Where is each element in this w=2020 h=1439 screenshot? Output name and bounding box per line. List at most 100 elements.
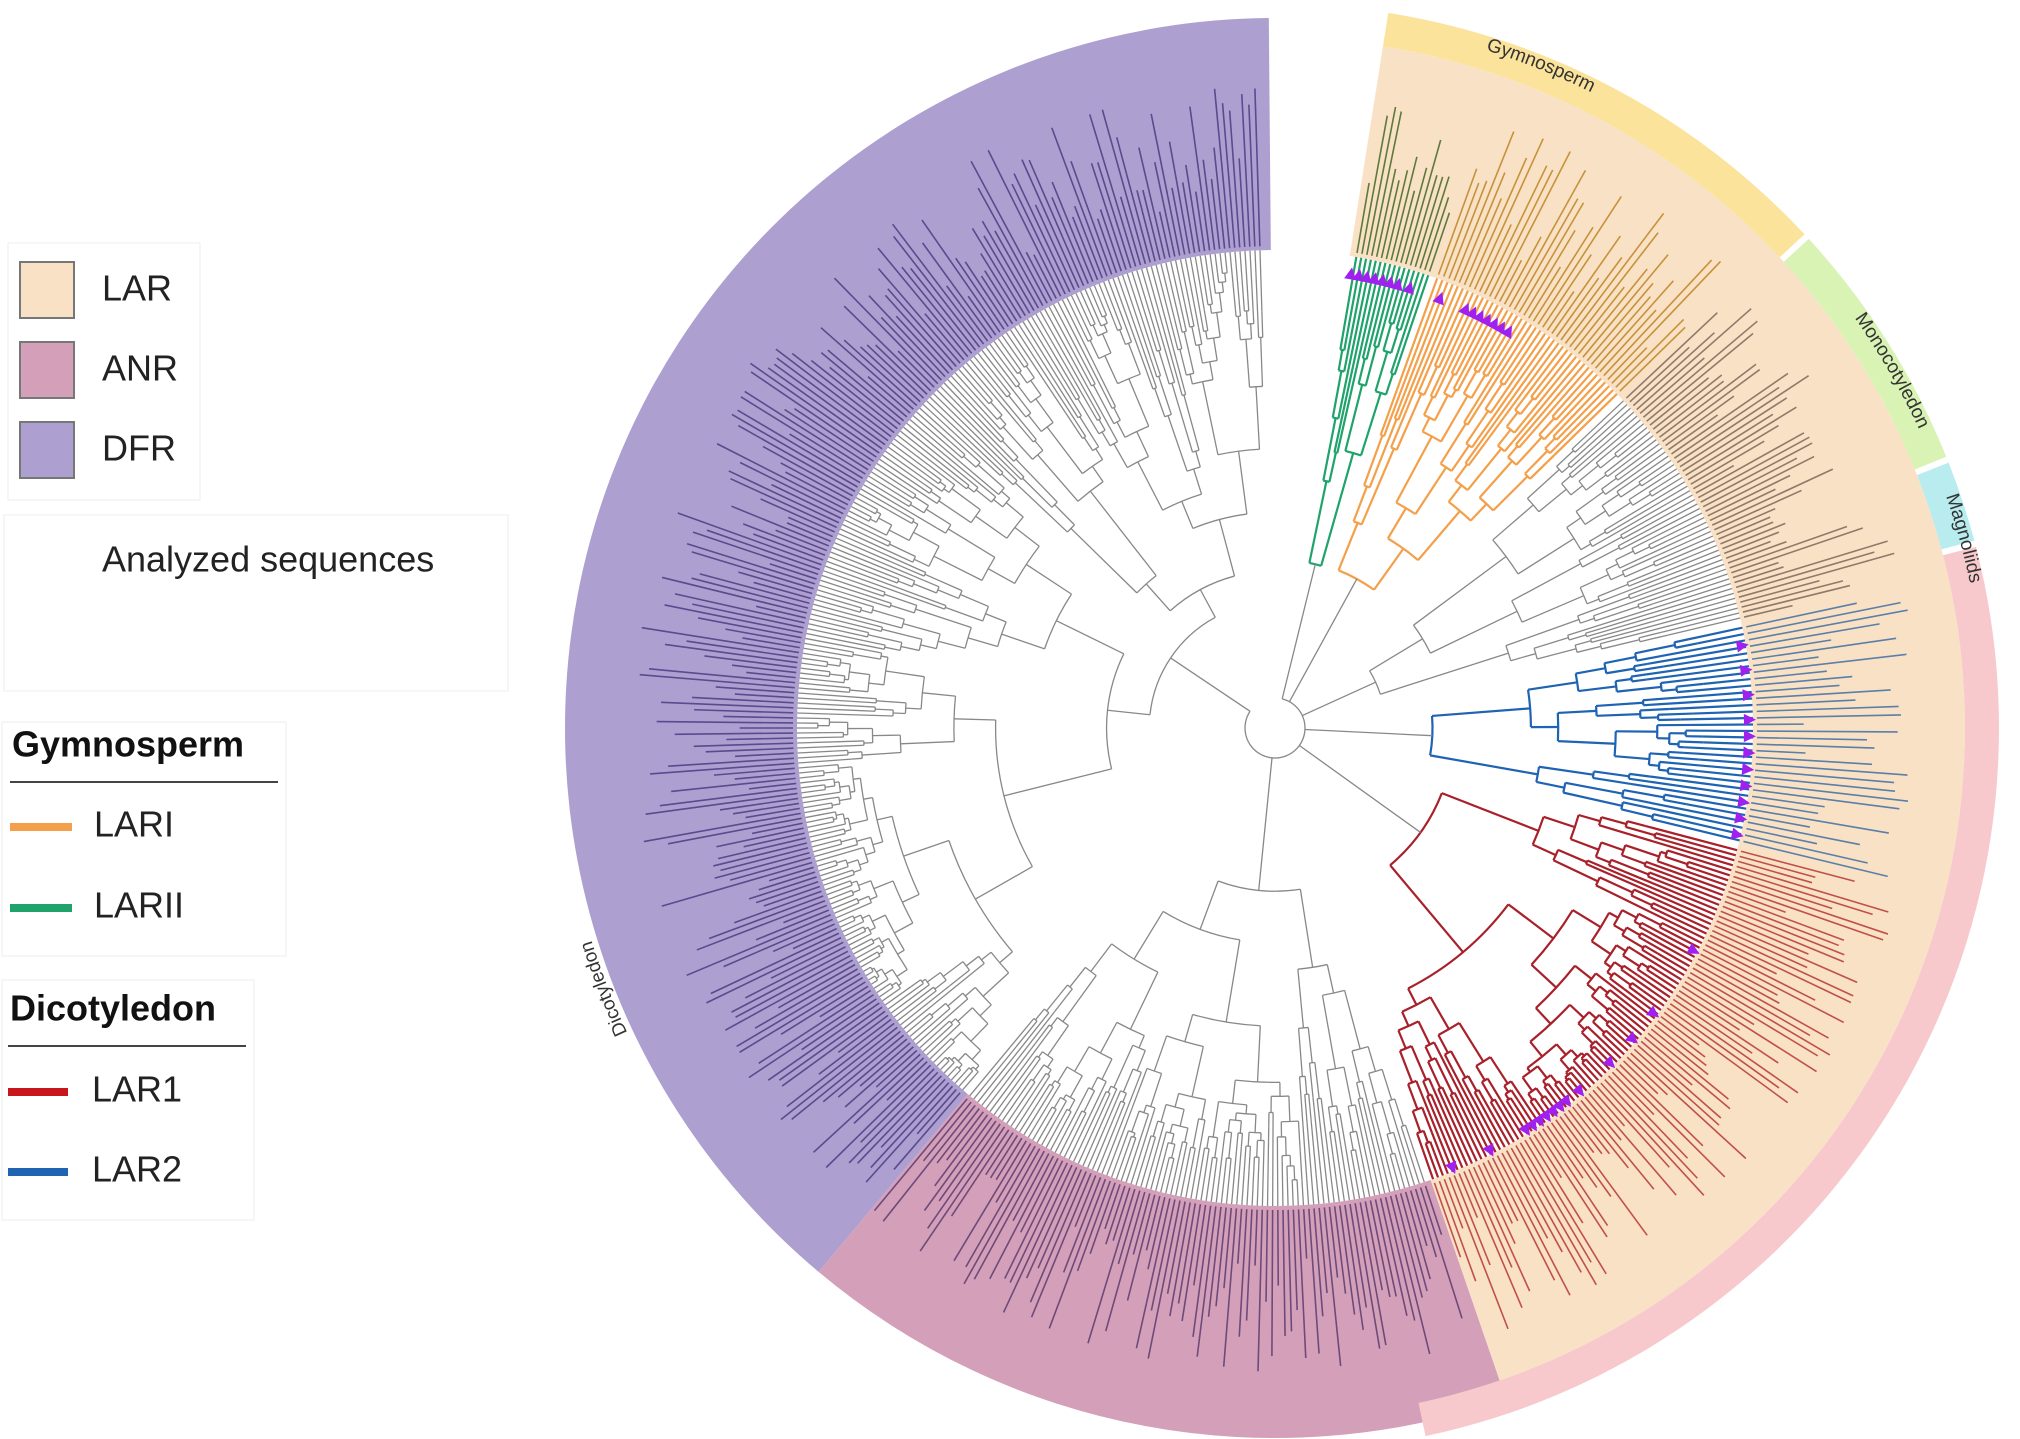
branch [1355,1154,1366,1198]
branch [1070,160,1113,275]
branch [1737,860,1813,884]
branch [797,717,823,720]
branch [674,732,794,736]
branch [1138,1035,1145,1049]
branch [1631,535,1658,549]
branch [692,696,794,704]
branch [1170,657,1251,712]
branch [1647,753,1651,765]
branch [865,971,873,977]
branch [1595,701,1644,708]
branch [1681,773,1750,784]
branch [983,410,1001,430]
branch [920,644,937,650]
branch [1214,288,1217,294]
branch [867,927,872,935]
branch [1574,964,1593,980]
branch [1409,175,1438,266]
branch [885,982,891,987]
branch [1666,517,1705,537]
branch [1634,546,1650,555]
branch [921,978,926,983]
branch [1015,1020,1038,1048]
branch [1160,263,1180,339]
branch [1645,940,1691,968]
branch [1649,752,1669,756]
branch [1622,954,1641,968]
branch [1463,1171,1523,1308]
branch [1683,751,1753,759]
branch [1526,1067,1532,1073]
branch [1567,447,1588,465]
branch [869,895,878,901]
branch [1419,1187,1463,1319]
branch [1564,212,1665,344]
branch [1025,251,1053,302]
branch [1017,385,1032,404]
legend-box [3,514,509,692]
branch [1608,864,1640,879]
branch [1049,1109,1057,1121]
branch [936,1057,946,1067]
branch [940,1061,949,1070]
branch [1142,189,1161,261]
branch [750,371,877,458]
branch [881,937,889,943]
branch [720,847,809,872]
branch [921,986,934,997]
branch [822,802,832,806]
branch [1227,1119,1231,1133]
branch [706,529,821,571]
branch [1681,985,1817,1073]
branch [945,606,983,622]
branch [1034,440,1044,451]
branch [1607,490,1691,539]
branch [1647,875,1675,889]
branch [947,992,964,1007]
branch [1590,985,1601,997]
branch [1396,277,1439,390]
branch [1716,920,1858,984]
branch [1344,990,1361,1050]
branch [1501,1152,1549,1239]
branch [1614,481,1686,525]
branch [1228,110,1241,248]
branch [891,816,920,895]
branch [1468,1168,1513,1268]
branch [938,1120,997,1202]
branch [868,604,874,608]
branch [1214,253,1219,273]
branch [1243,1145,1247,1165]
branch [1359,392,1382,456]
branch [1464,426,1493,464]
branch [1643,702,1677,707]
branch [1005,502,1024,518]
branch [1735,540,1888,589]
branch [691,577,809,609]
branch [1601,1033,1606,1037]
branch [1448,1177,1509,1330]
branch [868,682,884,686]
branch [1098,419,1106,431]
branch [1127,343,1141,375]
branch [1505,618,1580,647]
branch [802,657,821,662]
branch [981,1011,1056,1106]
branch [1418,391,1425,396]
branch [1574,1062,1596,1085]
branch [858,492,899,517]
branch [1306,1121,1315,1205]
branch [833,832,846,837]
branch [1557,377,1602,425]
branch [849,671,870,676]
branch [1322,417,1337,481]
branch [840,837,856,843]
branch [1555,1043,1567,1056]
branch [1729,525,1848,569]
branch [1740,579,1820,603]
branch [860,1068,935,1143]
branch [1150,1073,1163,1107]
branch [1308,1208,1320,1354]
legend-heading: Gymnosperm [12,724,244,765]
branch [1304,728,1433,737]
